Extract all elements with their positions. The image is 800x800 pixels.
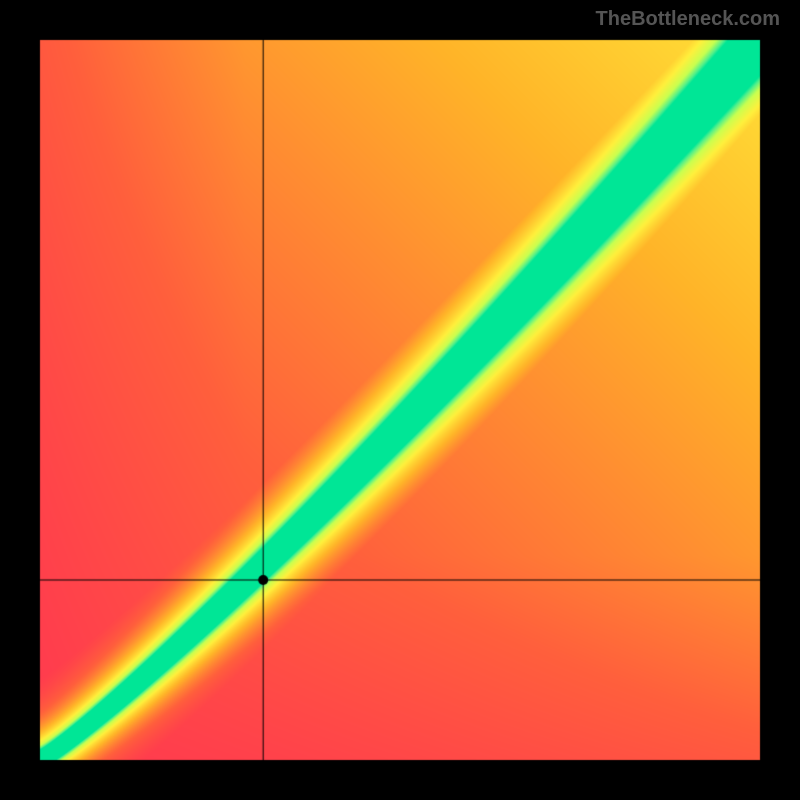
chart-container: TheBottleneck.com [0, 0, 800, 800]
bottleneck-heatmap [0, 0, 800, 800]
watermark-text: TheBottleneck.com [596, 8, 780, 31]
